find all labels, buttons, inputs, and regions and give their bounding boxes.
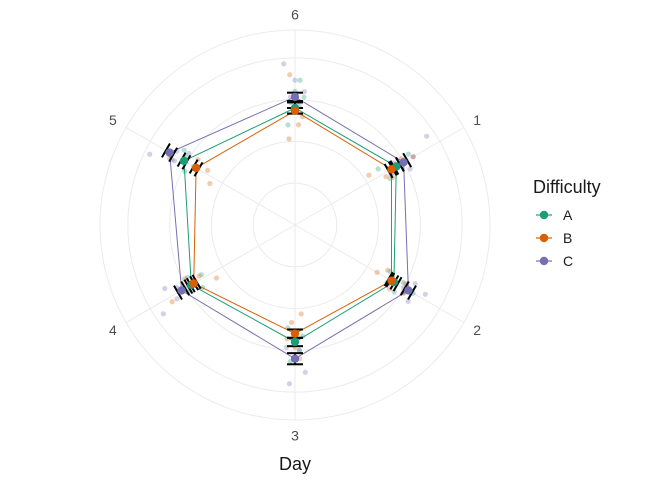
grid-spoke: [294, 127, 465, 226]
series-line-C: [169, 96, 409, 360]
mean-point-A: [179, 156, 189, 166]
legend-title: Difficulty: [533, 177, 601, 197]
point-B: [286, 136, 292, 142]
mean-point-A: [290, 337, 300, 347]
point-C: [301, 89, 307, 95]
legend: Difficulty ABC: [533, 177, 601, 269]
mean-point-B: [290, 106, 300, 115]
point-B: [366, 172, 372, 178]
point-B: [410, 154, 416, 160]
tick-label-5: 5: [109, 112, 117, 128]
mean-point-C: [177, 286, 186, 295]
tick-label-3: 3: [291, 427, 299, 443]
legend-key-point-A: [539, 210, 549, 220]
grid: [99, 29, 491, 421]
point-B: [182, 276, 188, 282]
legend-label-B: B: [563, 230, 572, 246]
grid-spoke: [125, 224, 296, 323]
x-axis-title: Day: [279, 454, 311, 474]
point-B: [287, 72, 293, 78]
point-B: [299, 114, 306, 120]
point-C: [186, 150, 192, 156]
point-C: [147, 151, 153, 157]
mean-point-B: [189, 279, 198, 288]
point-A: [296, 347, 302, 353]
point-C: [162, 285, 168, 292]
point-C: [424, 133, 430, 139]
point-A: [375, 166, 381, 172]
series-line-B: [193, 110, 392, 335]
point-C: [160, 311, 166, 317]
point-A: [297, 77, 303, 83]
point-B: [213, 275, 220, 281]
point-B: [288, 319, 295, 326]
tick-label-1: 1: [473, 112, 481, 128]
legend-key-point-B: [539, 233, 549, 243]
point-B: [385, 267, 391, 273]
point-A: [301, 94, 307, 100]
point-A: [181, 147, 187, 153]
tick-label-2: 2: [473, 322, 481, 338]
point-B: [295, 122, 302, 128]
mean-point-B: [191, 163, 201, 173]
mean-markers: [165, 92, 413, 363]
point-C: [292, 77, 298, 83]
point-C: [405, 298, 411, 304]
point-B: [196, 273, 202, 279]
mean-point-B: [290, 329, 300, 338]
series-lines: [169, 96, 409, 360]
mean-point-C: [290, 354, 300, 363]
point-C: [407, 166, 413, 172]
point-B: [383, 174, 389, 180]
point-C: [174, 296, 180, 302]
point-A: [400, 279, 406, 286]
point-C: [412, 280, 418, 287]
mean-point-B: [387, 165, 396, 174]
legend-label-A: A: [563, 207, 573, 223]
mean-point-B: [387, 276, 396, 285]
mean-point-C: [290, 92, 300, 102]
mean-point-C: [404, 286, 413, 295]
point-C: [281, 61, 287, 67]
point-C: [171, 158, 178, 164]
grid-spoke: [125, 127, 296, 226]
tick-label-6: 6: [291, 7, 299, 23]
grid-spoke: [294, 224, 465, 323]
legend-key-point-C: [539, 256, 549, 266]
point-B: [298, 311, 304, 317]
point-C: [286, 381, 293, 387]
point-C: [296, 347, 302, 353]
point-B: [204, 167, 211, 173]
point-A: [198, 272, 205, 278]
angle-tick-labels: 1 2 3 4 5 6: [109, 7, 481, 444]
point-B: [207, 180, 213, 187]
point-C: [410, 154, 416, 160]
mean-point-C: [399, 158, 408, 167]
series-line-A: [183, 107, 397, 343]
legend-label-C: C: [563, 253, 573, 269]
tick-label-4: 4: [109, 322, 117, 338]
point-A: [405, 151, 411, 157]
point-B: [374, 269, 380, 275]
point-C: [422, 291, 428, 297]
point-A: [285, 122, 291, 128]
point-C: [302, 369, 308, 375]
point-B: [169, 299, 175, 305]
mean-point-C: [165, 148, 174, 157]
